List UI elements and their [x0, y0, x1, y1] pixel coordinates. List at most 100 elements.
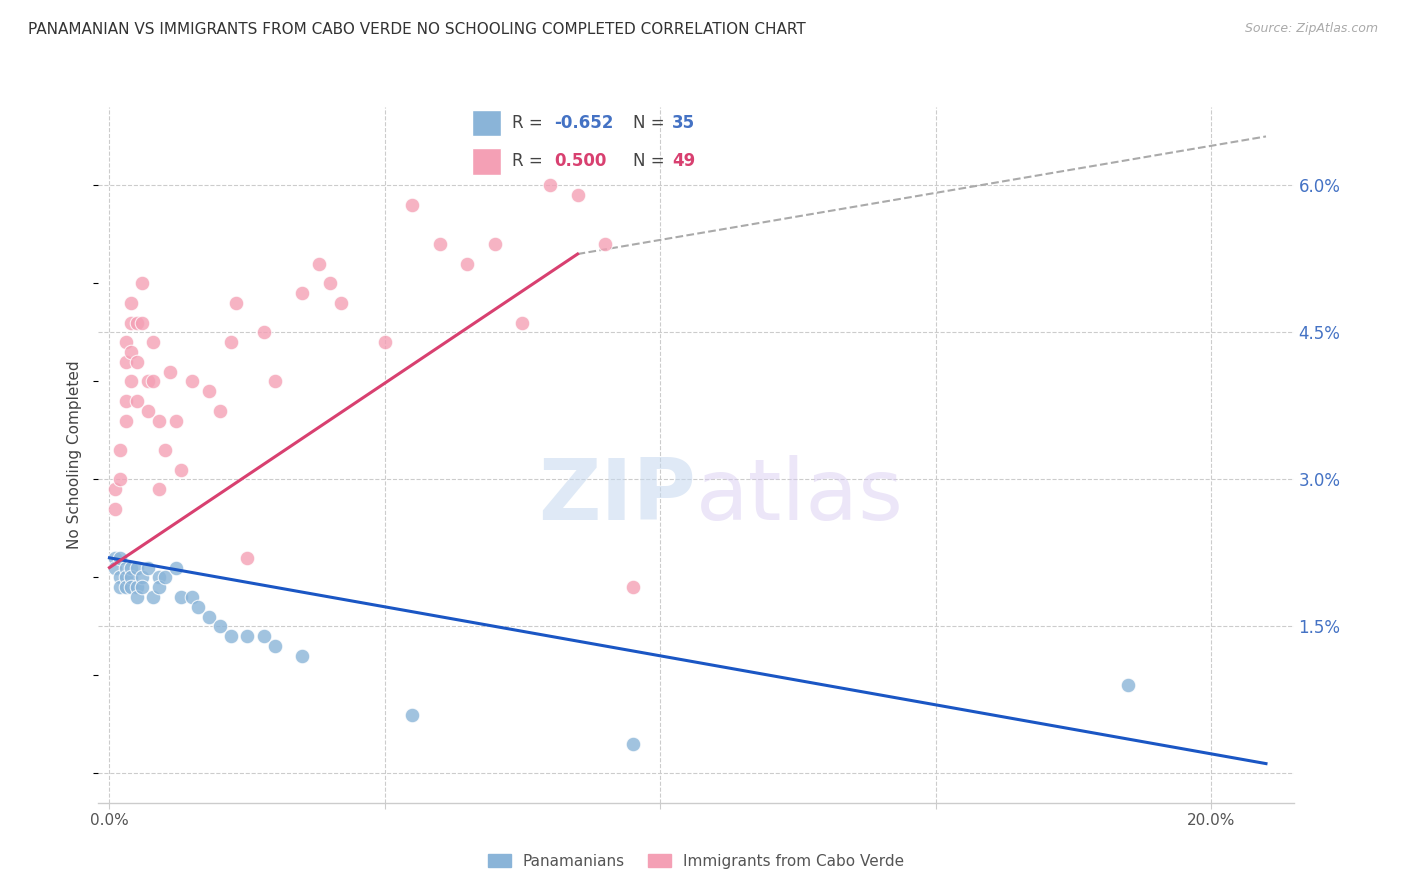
Point	[125, 355, 148, 369]
Point	[142, 335, 165, 350]
Point	[253, 629, 276, 643]
Point	[236, 550, 259, 565]
Point	[153, 443, 176, 458]
Text: PANAMANIAN VS IMMIGRANTS FROM CABO VERDE NO SCHOOLING COMPLETED CORRELATION CHAR: PANAMANIAN VS IMMIGRANTS FROM CABO VERDE…	[28, 22, 806, 37]
Point	[115, 355, 138, 369]
Point	[148, 580, 170, 594]
Point	[253, 326, 276, 340]
Text: N =: N =	[633, 114, 669, 132]
Point	[125, 590, 148, 604]
Text: 0.500: 0.500	[554, 152, 606, 169]
Point	[538, 178, 561, 193]
Text: Source: ZipAtlas.com: Source: ZipAtlas.com	[1244, 22, 1378, 36]
Point	[131, 277, 153, 291]
Text: ZIP: ZIP	[538, 455, 696, 538]
Point	[125, 394, 148, 409]
Point	[121, 296, 143, 310]
Y-axis label: No Schooling Completed: No Schooling Completed	[67, 360, 83, 549]
Point	[110, 472, 132, 486]
Point	[115, 414, 138, 428]
Point	[429, 237, 451, 252]
Point	[131, 316, 153, 330]
Point	[484, 237, 506, 252]
Point	[110, 443, 132, 458]
Point	[121, 375, 143, 389]
Point	[148, 482, 170, 496]
Legend: Panamanians, Immigrants from Cabo Verde: Panamanians, Immigrants from Cabo Verde	[482, 848, 910, 875]
Point	[136, 375, 159, 389]
Text: N =: N =	[633, 152, 669, 169]
Point	[142, 375, 165, 389]
Point	[131, 580, 153, 594]
Point	[165, 560, 187, 574]
Point	[121, 560, 143, 574]
Point	[181, 590, 204, 604]
Point	[593, 237, 616, 252]
Point	[291, 648, 314, 663]
Point	[159, 365, 181, 379]
Point	[115, 560, 138, 574]
Point	[125, 580, 148, 594]
Point	[104, 482, 127, 496]
Point	[512, 316, 534, 330]
Point	[110, 570, 132, 584]
Point	[115, 570, 138, 584]
Point	[115, 335, 138, 350]
Point	[125, 560, 148, 574]
Point	[153, 570, 176, 584]
Point	[121, 580, 143, 594]
Point	[263, 639, 285, 653]
Point	[219, 629, 242, 643]
Point	[401, 707, 423, 722]
Point	[148, 414, 170, 428]
Point	[197, 609, 219, 624]
Text: R =: R =	[512, 152, 548, 169]
Point	[170, 590, 193, 604]
Text: atlas: atlas	[696, 455, 904, 538]
Point	[148, 570, 170, 584]
Point	[170, 462, 193, 476]
Text: 35: 35	[672, 114, 695, 132]
Point	[165, 414, 187, 428]
Point	[401, 198, 423, 212]
Point	[121, 570, 143, 584]
Point	[263, 375, 285, 389]
Point	[308, 257, 330, 271]
Point	[208, 619, 231, 633]
Point	[567, 188, 589, 202]
Point	[125, 316, 148, 330]
Point	[225, 296, 247, 310]
Point	[110, 550, 132, 565]
Bar	[472, 110, 501, 136]
Point	[291, 286, 314, 301]
Point	[187, 599, 209, 614]
Point	[136, 404, 159, 418]
Point	[181, 375, 204, 389]
Point	[121, 345, 143, 359]
Point	[121, 316, 143, 330]
Point	[1116, 678, 1139, 692]
Point	[115, 580, 138, 594]
Point	[104, 560, 127, 574]
Point	[136, 560, 159, 574]
Point	[142, 590, 165, 604]
Point	[115, 394, 138, 409]
Point	[110, 580, 132, 594]
Point	[197, 384, 219, 399]
Point	[131, 570, 153, 584]
Point	[208, 404, 231, 418]
Point	[621, 737, 644, 751]
Point	[456, 257, 478, 271]
Text: R =: R =	[512, 114, 548, 132]
Point	[319, 277, 342, 291]
Point	[374, 335, 396, 350]
Point	[219, 335, 242, 350]
Point	[329, 296, 352, 310]
Point	[236, 629, 259, 643]
Bar	[472, 148, 501, 175]
Point	[104, 501, 127, 516]
Point	[104, 550, 127, 565]
Point	[621, 580, 644, 594]
Text: 49: 49	[672, 152, 696, 169]
Text: -0.652: -0.652	[554, 114, 613, 132]
